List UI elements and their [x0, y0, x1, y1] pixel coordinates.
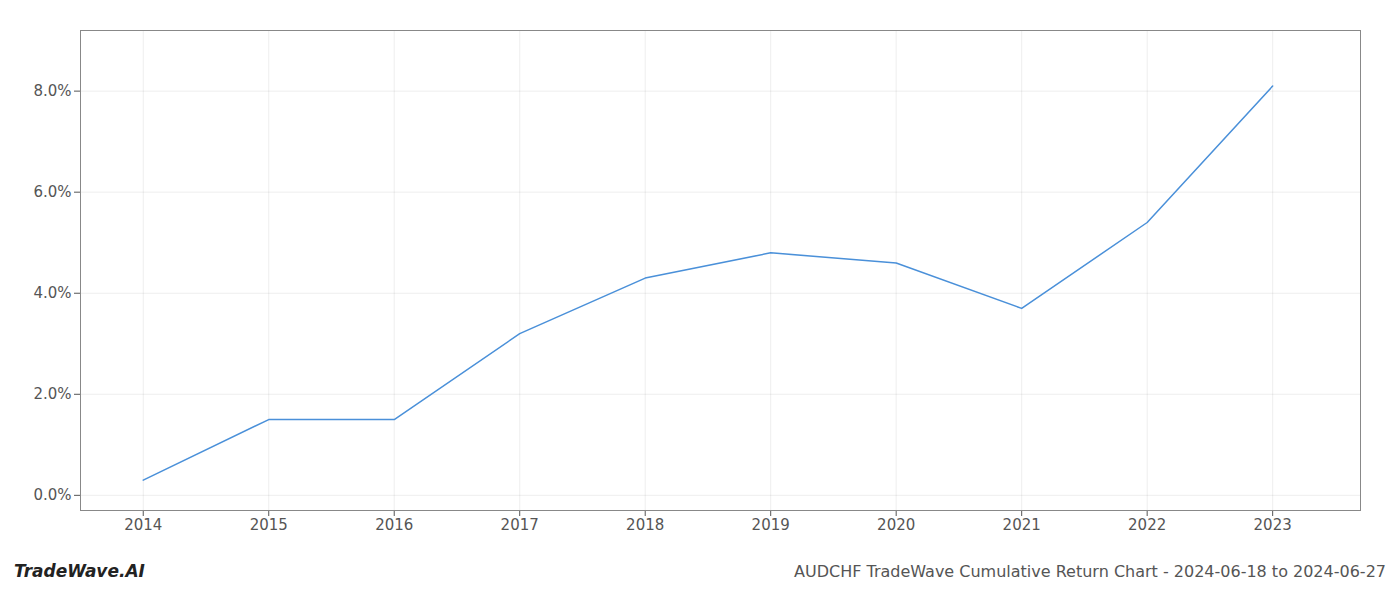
- svg-text:4.0%: 4.0%: [33, 284, 71, 302]
- svg-text:2016: 2016: [375, 516, 413, 534]
- svg-text:2022: 2022: [1128, 516, 1166, 534]
- svg-text:0.0%: 0.0%: [33, 486, 71, 504]
- svg-text:8.0%: 8.0%: [33, 82, 71, 100]
- html-text:AUDCHF TradeWave Cumulative Re: AUDCHF TradeWave Cumulative Return Chart…: [794, 562, 1386, 581]
- svg-text:2017: 2017: [501, 516, 539, 534]
- svg-text:2.0%: 2.0%: [33, 385, 71, 403]
- svg-text:2018: 2018: [626, 516, 664, 534]
- svg-text:2015: 2015: [250, 516, 288, 534]
- html-text:TradeWave.AI: TradeWave.AI: [14, 561, 145, 581]
- svg-text:2014: 2014: [124, 516, 162, 534]
- svg-text:6.0%: 6.0%: [33, 183, 71, 201]
- svg-text:2021: 2021: [1003, 516, 1041, 534]
- svg-text:2020: 2020: [877, 516, 915, 534]
- svg-text:2019: 2019: [752, 516, 790, 534]
- svg-text:2023: 2023: [1254, 516, 1292, 534]
